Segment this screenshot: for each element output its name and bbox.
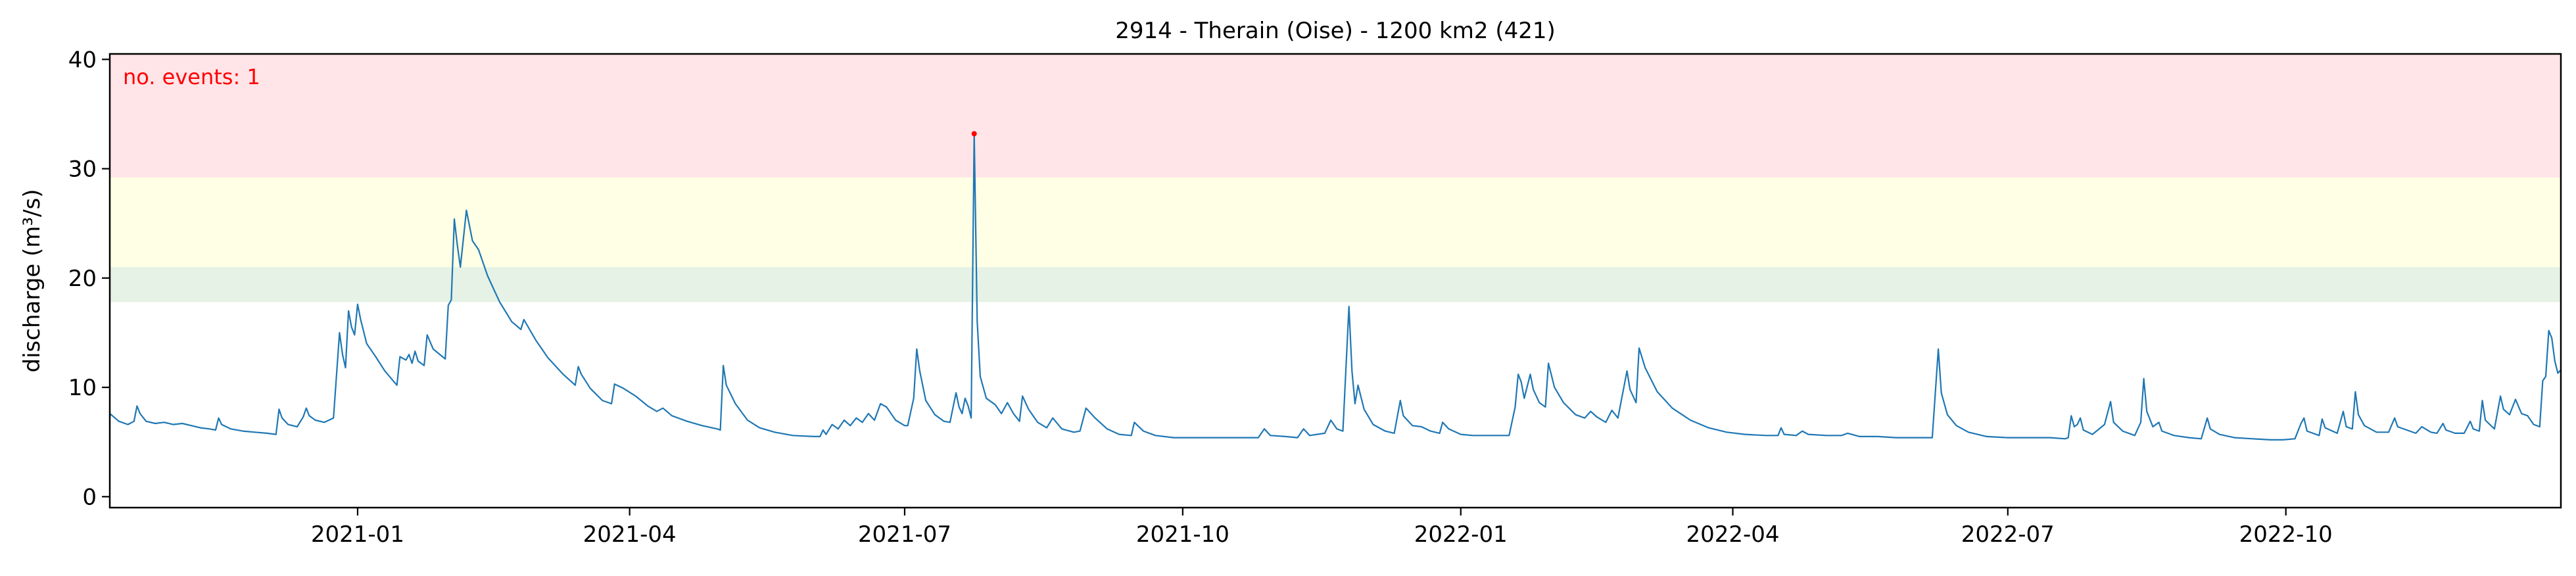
threshold-bands: [110, 54, 2561, 302]
discharge-series: [109, 133, 2562, 441]
y-tick-label: 20: [68, 266, 97, 292]
event-marker-1: [971, 131, 977, 137]
x-tick-label: 2022-10: [2239, 521, 2333, 548]
threshold-band-3: [110, 54, 2561, 178]
x-tick-label: 2021-07: [858, 521, 951, 548]
x-tick-label: 2021-04: [583, 521, 677, 548]
x-tick-label: 2021-10: [1136, 521, 1229, 548]
series-line-1: [109, 133, 2562, 441]
threshold-band-2: [110, 177, 2561, 268]
x-tick-label: 2021-01: [311, 521, 404, 548]
y-tick-label: 0: [82, 484, 97, 510]
y-axis: 0 10 20 30 40: [68, 47, 110, 510]
x-axis: 2021-01 2021-04 2021-07 2021-10 2022-01 2022-…: [311, 508, 2333, 548]
x-tick-label: 2022-04: [1686, 521, 1779, 548]
x-tick-label: 2022-01: [1414, 521, 1508, 548]
chart-title: 2914 - Therain (Oise) - 1200 km2 (421): [1115, 18, 1556, 44]
x-tick-label: 2022-07: [1961, 521, 2055, 548]
threshold-band-1: [110, 267, 2561, 302]
y-tick-label: 40: [68, 47, 97, 73]
y-tick-label: 10: [68, 375, 97, 401]
y-axis-label: discharge (m³/s): [19, 189, 45, 373]
plot-frame: [108, 53, 2562, 509]
event-markers: [971, 131, 977, 137]
y-tick-label: 30: [68, 156, 97, 183]
events-annotation: no. events: 1: [123, 64, 260, 89]
